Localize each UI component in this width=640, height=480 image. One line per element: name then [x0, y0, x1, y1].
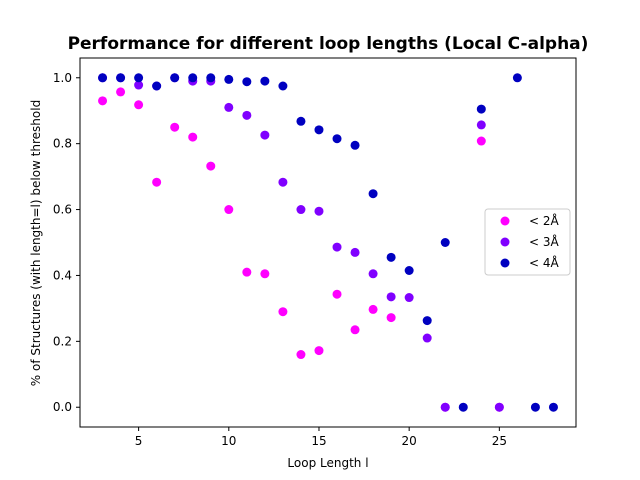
data-point-series-1 — [134, 100, 144, 110]
data-point-series-3 — [548, 402, 558, 412]
data-point-series-3 — [422, 316, 432, 326]
data-point-series-3 — [386, 252, 396, 262]
legend-box — [484, 208, 571, 276]
data-point-series-3 — [278, 81, 288, 91]
data-point-series-1 — [98, 96, 108, 106]
data-point-series-2 — [440, 402, 450, 412]
data-point-series-3 — [98, 73, 108, 83]
x-tick-label: 20 — [402, 434, 417, 448]
chart-title: Performance for different loop lengths (… — [68, 34, 589, 54]
data-point-series-3 — [512, 73, 522, 83]
data-point-series-3 — [206, 73, 216, 83]
data-point-series-1 — [314, 346, 324, 356]
data-point-series-3 — [404, 266, 414, 276]
data-point-series-3 — [332, 134, 342, 144]
data-point-series-2 — [494, 402, 504, 412]
data-point-series-1 — [170, 122, 180, 132]
data-point-series-1 — [278, 307, 288, 317]
data-point-series-2 — [224, 102, 234, 112]
data-point-series-2 — [242, 110, 252, 120]
data-point-series-1 — [188, 132, 198, 142]
x-tick-label: 5 — [135, 434, 143, 448]
data-point-series-2 — [134, 80, 144, 90]
y-tick-label: 0.2 — [53, 334, 72, 348]
data-point-series-2 — [278, 177, 288, 187]
legend-label: < 3Å — [529, 234, 560, 249]
data-point-series-3 — [134, 73, 144, 83]
data-point-series-1 — [152, 177, 162, 187]
legend-marker — [500, 216, 510, 226]
data-point-series-1 — [476, 136, 486, 146]
data-point-series-3 — [440, 238, 450, 247]
y-tick-label: 0.8 — [53, 137, 72, 151]
y-tick-label: 0.6 — [53, 203, 72, 217]
data-point-series-2 — [350, 247, 360, 257]
data-point-series-2 — [404, 293, 414, 303]
data-point-series-1 — [386, 313, 396, 323]
legend: < 2Å < 3Å < 4Å — [484, 208, 571, 276]
data-point-series-2 — [386, 292, 396, 302]
data-point-series-2 — [476, 120, 486, 130]
data-point-series-1 — [332, 289, 342, 299]
x-tick-label: 15 — [311, 434, 326, 448]
y-axis-label: % of Structures (with length=l) below th… — [29, 100, 43, 386]
data-point-series-3 — [314, 125, 324, 135]
axes-frame — [79, 57, 577, 428]
data-point-series-3 — [530, 402, 540, 412]
data-point-series-3 — [296, 116, 306, 126]
data-point-series-3 — [260, 76, 270, 86]
data-point-series-3 — [188, 73, 198, 83]
data-point-series-2 — [368, 269, 378, 279]
data-point-series-1 — [224, 205, 234, 215]
data-point-series-1 — [260, 269, 270, 279]
legend-label: < 4Å — [529, 255, 560, 270]
y-tick-label: 1.0 — [53, 71, 72, 85]
data-point-series-3 — [350, 140, 360, 150]
y-tick-label: 0.4 — [53, 268, 72, 282]
x-tick-label: 10 — [221, 434, 236, 448]
data-point-series-3 — [242, 77, 252, 87]
data-point-series-2 — [314, 206, 324, 216]
data-point-series-3 — [458, 402, 468, 412]
plot-area: 5 10 15 20 25 0.0 0.2 0.4 0.6 0.8 1.0 — [53, 57, 577, 448]
data-point-series-1 — [242, 267, 252, 277]
data-point-series-3 — [170, 73, 180, 83]
data-point-series-2 — [332, 242, 342, 252]
data-point-series-1 — [296, 350, 306, 360]
data-point-series-2 — [296, 205, 306, 215]
data-point-series-3 — [476, 104, 486, 114]
data-point-series-1 — [206, 161, 216, 171]
legend-label: < 2Å — [529, 213, 560, 228]
data-point-series-2 — [422, 333, 432, 343]
legend-marker — [500, 237, 510, 247]
data-point-series-3 — [116, 73, 126, 83]
data-point-series-3 — [224, 74, 234, 84]
legend-marker — [500, 258, 510, 268]
data-point-series-3 — [152, 81, 162, 91]
x-tick-label: 25 — [492, 434, 507, 448]
data-point-series-2 — [260, 130, 270, 140]
x-axis-label: Loop Length l — [287, 456, 368, 470]
data-point-series-1 — [116, 87, 126, 97]
data-point-series-3 — [368, 189, 378, 199]
y-tick-label: 0.0 — [53, 400, 72, 414]
data-point-series-1 — [350, 325, 360, 335]
data-point-series-1 — [368, 304, 378, 314]
